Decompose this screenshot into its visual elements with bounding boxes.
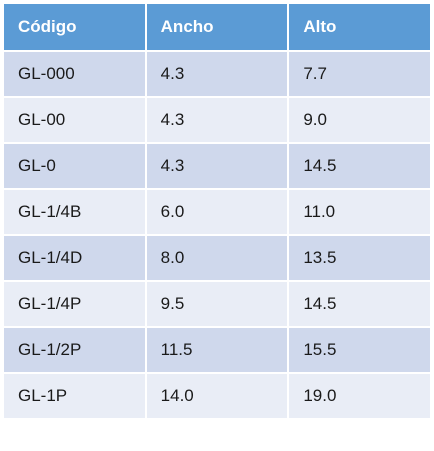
table-row: GL-1/2P 11.5 15.5 [2, 326, 432, 374]
table-cell: 4.3 [144, 142, 290, 190]
header-cell: Código [2, 2, 147, 52]
table-cell: 11.0 [287, 188, 432, 236]
table-cell: 15.5 [287, 326, 432, 374]
table-cell: 9.0 [287, 96, 432, 144]
table-cell: 8.0 [144, 234, 290, 282]
table-cell: 14.0 [144, 372, 290, 420]
table-cell: 14.5 [287, 142, 432, 190]
header-row: Código Ancho Alto [2, 2, 432, 52]
table-cell: GL-1/4D [2, 234, 147, 282]
table-cell: GL-1/2P [2, 326, 147, 374]
table-body: GL-000 4.3 7.7 GL-00 4.3 9.0 GL-0 4.3 14.5 GL-1/4… [2, 50, 432, 420]
table-cell: GL-000 [2, 50, 147, 98]
table-cell: GL-0 [2, 142, 147, 190]
table-cell: 13.5 [287, 234, 432, 282]
table-row: GL-1P 14.0 19.0 [2, 372, 432, 420]
header-cell: Ancho [144, 2, 290, 52]
table-cell: 9.5 [144, 280, 290, 328]
table-cell: 11.5 [144, 326, 290, 374]
table-cell: 14.5 [287, 280, 432, 328]
table-row: GL-00 4.3 9.0 [2, 96, 432, 144]
table-row: GL-1/4B 6.0 11.0 [2, 188, 432, 236]
table-cell: 4.3 [144, 96, 290, 144]
data-table: Código Ancho Alto GL-000 4.3 7.7 GL-00 4.3 9.0 G… [2, 2, 432, 420]
table-cell: 19.0 [287, 372, 432, 420]
header-cell: Alto [287, 2, 432, 52]
table-cell: 7.7 [287, 50, 432, 98]
table-row: GL-0 4.3 14.5 [2, 142, 432, 190]
table-row: GL-1/4D 8.0 13.5 [2, 234, 432, 282]
table-row: GL-000 4.3 7.7 [2, 50, 432, 98]
table-cell: GL-1P [2, 372, 147, 420]
table-cell: GL-00 [2, 96, 147, 144]
table-row: GL-1/4P 9.5 14.5 [2, 280, 432, 328]
table-cell: GL-1/4P [2, 280, 147, 328]
table-cell: GL-1/4B [2, 188, 147, 236]
table-cell: 6.0 [144, 188, 290, 236]
table-cell: 4.3 [144, 50, 290, 98]
